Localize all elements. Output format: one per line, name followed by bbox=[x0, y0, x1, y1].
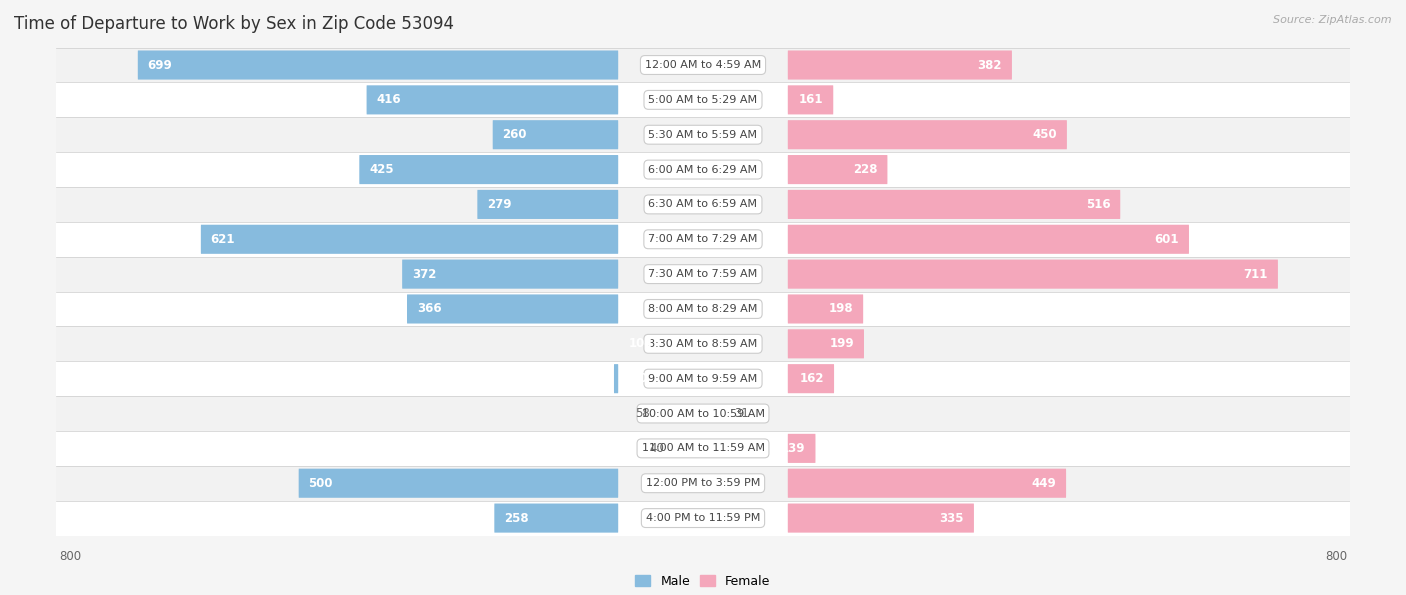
FancyBboxPatch shape bbox=[614, 364, 619, 393]
Text: 228: 228 bbox=[853, 163, 877, 176]
FancyBboxPatch shape bbox=[478, 190, 619, 219]
Text: 711: 711 bbox=[1244, 268, 1268, 281]
Bar bbox=[56, 152, 1350, 187]
FancyBboxPatch shape bbox=[787, 295, 863, 324]
Text: 9:00 AM to 9:59 AM: 9:00 AM to 9:59 AM bbox=[648, 374, 758, 384]
Text: 12:00 AM to 4:59 AM: 12:00 AM to 4:59 AM bbox=[645, 60, 761, 70]
FancyBboxPatch shape bbox=[787, 503, 974, 533]
Text: 162: 162 bbox=[800, 372, 824, 385]
Text: 58: 58 bbox=[636, 407, 650, 420]
Text: 104: 104 bbox=[628, 337, 654, 350]
Text: 366: 366 bbox=[416, 302, 441, 315]
Bar bbox=[56, 292, 1350, 327]
Text: 800: 800 bbox=[1324, 550, 1347, 563]
FancyBboxPatch shape bbox=[787, 364, 834, 393]
FancyBboxPatch shape bbox=[787, 155, 887, 184]
Text: 279: 279 bbox=[486, 198, 512, 211]
Bar bbox=[56, 396, 1350, 431]
FancyBboxPatch shape bbox=[495, 503, 619, 533]
Text: 372: 372 bbox=[412, 268, 436, 281]
Text: 11:00 AM to 11:59 AM: 11:00 AM to 11:59 AM bbox=[641, 443, 765, 453]
FancyBboxPatch shape bbox=[138, 51, 619, 80]
Bar bbox=[56, 361, 1350, 396]
Text: 6:30 AM to 6:59 AM: 6:30 AM to 6:59 AM bbox=[648, 199, 758, 209]
Text: 4:00 PM to 11:59 PM: 4:00 PM to 11:59 PM bbox=[645, 513, 761, 523]
Text: 31: 31 bbox=[734, 407, 749, 420]
FancyBboxPatch shape bbox=[298, 469, 619, 498]
FancyBboxPatch shape bbox=[402, 259, 619, 289]
Bar bbox=[56, 83, 1350, 117]
Text: 7:00 AM to 7:29 AM: 7:00 AM to 7:29 AM bbox=[648, 234, 758, 245]
Text: 500: 500 bbox=[308, 477, 333, 490]
FancyBboxPatch shape bbox=[406, 295, 619, 324]
Bar bbox=[56, 327, 1350, 361]
Bar bbox=[56, 466, 1350, 500]
FancyBboxPatch shape bbox=[787, 434, 815, 463]
Text: Time of Departure to Work by Sex in Zip Code 53094: Time of Departure to Work by Sex in Zip … bbox=[14, 15, 454, 33]
Text: 260: 260 bbox=[502, 129, 527, 141]
Text: 335: 335 bbox=[939, 512, 965, 525]
Text: 258: 258 bbox=[505, 512, 529, 525]
FancyBboxPatch shape bbox=[787, 329, 863, 358]
FancyBboxPatch shape bbox=[201, 225, 619, 254]
FancyBboxPatch shape bbox=[787, 51, 1012, 80]
FancyBboxPatch shape bbox=[360, 155, 619, 184]
Text: 5:30 AM to 5:59 AM: 5:30 AM to 5:59 AM bbox=[648, 130, 758, 140]
Text: 12:00 PM to 3:59 PM: 12:00 PM to 3:59 PM bbox=[645, 478, 761, 488]
Text: 516: 516 bbox=[1085, 198, 1111, 211]
Text: 198: 198 bbox=[828, 302, 853, 315]
Text: 7:30 AM to 7:59 AM: 7:30 AM to 7:59 AM bbox=[648, 269, 758, 279]
Text: 8:00 AM to 8:29 AM: 8:00 AM to 8:29 AM bbox=[648, 304, 758, 314]
FancyBboxPatch shape bbox=[787, 120, 1067, 149]
FancyBboxPatch shape bbox=[787, 469, 1066, 498]
Bar bbox=[56, 256, 1350, 292]
FancyBboxPatch shape bbox=[367, 85, 619, 114]
Legend: Male, Female: Male, Female bbox=[630, 569, 776, 593]
Bar bbox=[56, 431, 1350, 466]
Text: 601: 601 bbox=[1154, 233, 1180, 246]
Text: 450: 450 bbox=[1032, 129, 1057, 141]
Text: 199: 199 bbox=[830, 337, 855, 350]
Text: 139: 139 bbox=[782, 442, 806, 455]
Text: 425: 425 bbox=[370, 163, 394, 176]
Text: Source: ZipAtlas.com: Source: ZipAtlas.com bbox=[1274, 15, 1392, 25]
Bar bbox=[56, 222, 1350, 256]
FancyBboxPatch shape bbox=[787, 259, 1278, 289]
Bar bbox=[56, 117, 1350, 152]
FancyBboxPatch shape bbox=[787, 225, 1189, 254]
Text: 8:30 AM to 8:59 AM: 8:30 AM to 8:59 AM bbox=[648, 339, 758, 349]
Text: 449: 449 bbox=[1032, 477, 1056, 490]
Text: 621: 621 bbox=[211, 233, 235, 246]
FancyBboxPatch shape bbox=[492, 120, 619, 149]
FancyBboxPatch shape bbox=[787, 85, 834, 114]
Text: 6:00 AM to 6:29 AM: 6:00 AM to 6:29 AM bbox=[648, 165, 758, 174]
Text: 10:00 AM to 10:59 AM: 10:00 AM to 10:59 AM bbox=[641, 409, 765, 418]
FancyBboxPatch shape bbox=[787, 190, 1121, 219]
Text: 800: 800 bbox=[59, 550, 82, 563]
Text: 161: 161 bbox=[799, 93, 824, 107]
Bar bbox=[56, 48, 1350, 83]
Text: 699: 699 bbox=[148, 58, 173, 71]
Text: 416: 416 bbox=[377, 93, 401, 107]
Text: 5:00 AM to 5:29 AM: 5:00 AM to 5:29 AM bbox=[648, 95, 758, 105]
Bar bbox=[56, 500, 1350, 536]
Text: 40: 40 bbox=[650, 442, 664, 455]
Bar bbox=[56, 187, 1350, 222]
Text: 110: 110 bbox=[624, 372, 648, 385]
Text: 382: 382 bbox=[977, 58, 1002, 71]
